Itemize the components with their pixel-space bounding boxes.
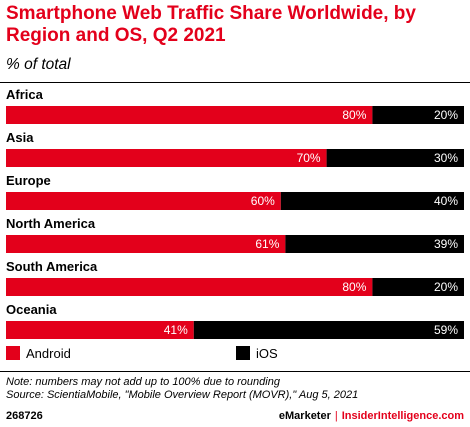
legend-ios: iOS — [236, 346, 278, 362]
source-text: Source: ScientiaMobile, "Mobile Overview… — [6, 389, 359, 401]
category-label: Oceania — [6, 302, 57, 317]
bar-ios — [326, 149, 464, 167]
legend-android: Android — [6, 346, 71, 362]
bar-ios — [285, 235, 464, 253]
bar-android — [6, 192, 281, 210]
bar-ios — [280, 192, 464, 210]
bar-android — [6, 149, 327, 167]
bar-android — [6, 106, 373, 124]
legend-ios-label: iOS — [256, 346, 278, 361]
legend-android-swatch — [6, 346, 20, 360]
category-label: Europe — [6, 173, 51, 188]
brand-separator: | — [334, 410, 338, 422]
value-label: 60% — [251, 194, 275, 208]
value-label: 20% — [434, 108, 458, 122]
value-label: 70% — [297, 151, 321, 165]
note-text: Note: numbers may not add up to 100% due… — [6, 376, 280, 388]
bottom-divider — [0, 371, 470, 372]
value-label: 61% — [255, 237, 279, 251]
value-label: 39% — [434, 237, 458, 251]
value-label: 30% — [434, 151, 458, 165]
category-label: North America — [6, 216, 96, 231]
bar-ios — [372, 278, 464, 296]
bar-android — [6, 235, 286, 253]
bar-ios — [372, 106, 464, 124]
value-label: 80% — [342, 108, 366, 122]
legend-android-label: Android — [26, 346, 71, 361]
chart-title: Smartphone Web Traffic Share Worldwide, … — [6, 3, 416, 46]
value-label: 80% — [342, 280, 366, 294]
brand-site: InsiderIntelligence.com — [341, 410, 464, 422]
footer-brand: eMarketer | InsiderIntelligence.com — [279, 410, 464, 422]
value-label: 41% — [164, 323, 188, 337]
bar-android — [6, 321, 194, 339]
legend-ios-swatch — [236, 346, 250, 360]
stacked-bar-chart: Africa 80% 20% Asia 70% 30% Europe 60% 40% North … — [6, 87, 464, 339]
chart-id: 268726 — [6, 410, 43, 422]
brand-name: eMarketer — [278, 410, 331, 422]
category-label: Asia — [6, 130, 34, 145]
value-label: 20% — [434, 280, 458, 294]
category-label: South America — [6, 259, 98, 274]
chart-subtitle: % of total — [6, 56, 71, 73]
bar-android — [6, 278, 373, 296]
top-divider — [0, 82, 470, 83]
value-label: 59% — [434, 323, 458, 337]
bar-ios — [193, 321, 464, 339]
category-label: Africa — [6, 87, 44, 102]
value-label: 40% — [434, 194, 458, 208]
footnote: Note: numbers may not add up to 100% due… — [6, 376, 464, 402]
